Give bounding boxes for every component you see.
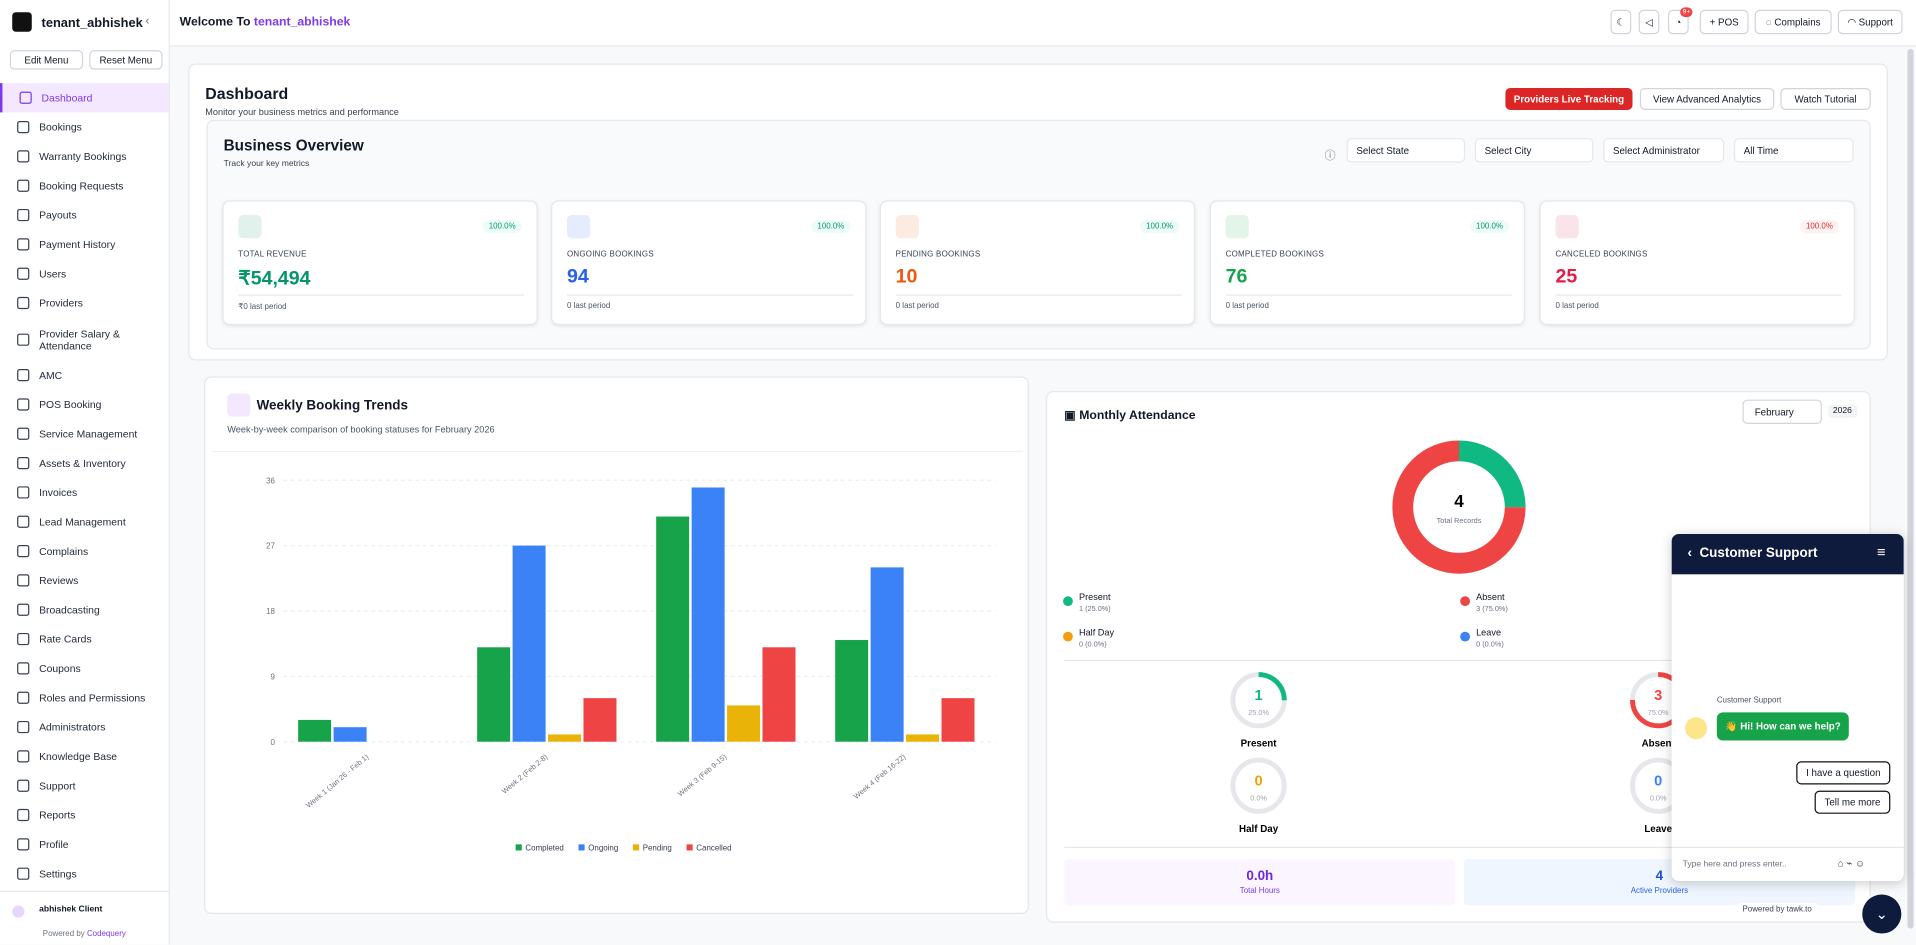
gauge-percent: 25.0% [1248, 708, 1269, 717]
bar [871, 567, 904, 741]
gauge-label: Absent [1642, 739, 1676, 750]
chat-tools[interactable]: ⌂ ⌁ ☺ [1838, 858, 1865, 869]
bar [692, 487, 725, 741]
legend-detail: 1 (25.0%) [1079, 604, 1111, 613]
gauge-count: 1 [1255, 688, 1263, 704]
divider [1672, 847, 1904, 848]
bar [583, 698, 616, 742]
legend-detail: 3 (75.0%) [1476, 604, 1508, 613]
y-tick-label: 27 [266, 542, 275, 551]
chat-option[interactable]: Tell me more [1815, 791, 1891, 814]
gauge-percent: 75.0% [1648, 708, 1669, 717]
chat-widget: ‹ Customer Support ≡ Customer Support 👋 … [1672, 534, 1904, 881]
legend-label: Ongoing [588, 843, 618, 852]
y-tick-label: 36 [266, 476, 275, 485]
gauge-label: Half Day [1239, 824, 1279, 835]
chat-powered: Powered by tawk.to [1735, 903, 1819, 916]
legend-label: Pending [643, 843, 672, 852]
y-tick-label: 9 [271, 672, 276, 681]
bar [942, 698, 975, 742]
agent-avatar [1685, 717, 1707, 739]
chat-option[interactable]: I have a question [1796, 761, 1890, 784]
bar [298, 720, 331, 742]
gauge-count: 3 [1654, 688, 1662, 704]
bar [727, 705, 760, 741]
chat-sender: Customer Support [1717, 697, 1781, 706]
legend-label: Absent [1476, 592, 1505, 602]
legend-dot [1063, 632, 1073, 642]
legend-label: Leave [1476, 627, 1501, 637]
legend-swatch [687, 844, 693, 850]
x-tick-label: Week 3 (Feb 9-15) [676, 752, 728, 798]
legend-label: Cancelled [696, 843, 731, 852]
x-tick-label: Week 4 (Feb 16-22) [852, 752, 908, 801]
bar [334, 727, 367, 742]
bar [762, 647, 795, 741]
bar [906, 734, 939, 741]
gauge-percent: 0.0% [1250, 793, 1267, 802]
legend-swatch [578, 844, 584, 850]
bar [548, 734, 581, 741]
legend-dot [1063, 596, 1073, 606]
legend-dot [1460, 596, 1470, 606]
chat-title-text: Customer Support [1699, 546, 1817, 561]
x-tick-label: Week 2 (Feb 2-8) [500, 752, 549, 795]
legend-label: Present [1079, 592, 1111, 602]
gauge-count: 0 [1654, 774, 1662, 790]
legend-swatch [633, 844, 639, 850]
chat-title: ‹ Customer Support [1687, 546, 1817, 561]
chat-input[interactable]: Type here and press enter.. [1683, 860, 1787, 869]
donut-total: 4 [1454, 492, 1464, 511]
gauge-label: Present [1241, 739, 1278, 750]
gauge-count: 0 [1255, 774, 1263, 790]
legend-dot [1460, 632, 1470, 642]
legend-label: Completed [525, 843, 563, 852]
chat-toggle[interactable]: ⌄ [1862, 894, 1901, 933]
donut-total-label: Total Records [1437, 516, 1482, 525]
bar [513, 546, 546, 742]
bar [477, 647, 510, 741]
y-tick-label: 0 [271, 738, 276, 747]
legend-swatch [516, 844, 522, 850]
chat-message: 👋 Hi! How can we help? [1717, 712, 1849, 740]
bar [835, 640, 868, 742]
x-tick-label: Week 1 (Jan 26 - Feb 1) [304, 752, 370, 810]
legend-detail: 0 (0.0%) [1476, 639, 1504, 648]
legend-label: Half Day [1079, 627, 1115, 637]
y-tick-label: 18 [266, 607, 275, 616]
legend-detail: 0 (0.0%) [1079, 639, 1107, 648]
chat-header: ‹ Customer Support ≡ [1672, 534, 1904, 574]
gauge-percent: 0.0% [1650, 793, 1667, 802]
chat-menu[interactable]: ≡ [1877, 544, 1886, 561]
gauge-label: Leave [1644, 824, 1672, 835]
bar [656, 517, 689, 742]
